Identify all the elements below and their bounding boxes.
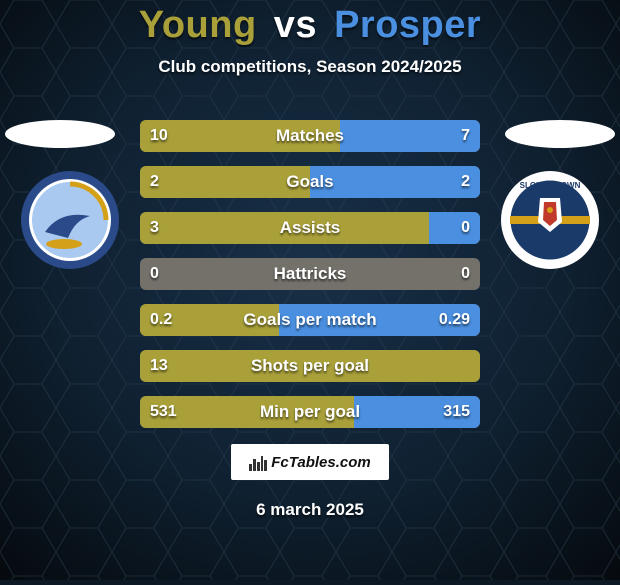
stat-label: Hattricks <box>140 258 480 290</box>
player2-name: Prosper <box>334 4 481 46</box>
player2-avatar-placeholder <box>505 120 615 148</box>
stat-label: Goals per match <box>140 304 480 336</box>
stat-label: Goals <box>140 166 480 198</box>
subtitle: Club competitions, Season 2024/2025 <box>0 57 620 77</box>
date-label: 6 march 2025 <box>0 500 620 520</box>
stat-label: Matches <box>140 120 480 152</box>
player2-club-badge: SLOUGH TOWN <box>500 170 600 270</box>
stat-row: 30Assists <box>140 212 480 244</box>
stat-row: 13Shots per goal <box>140 350 480 382</box>
stat-row: 22Goals <box>140 166 480 198</box>
chart-icon <box>249 453 267 471</box>
logo-text: FcTables.com <box>271 454 370 471</box>
fctables-logo: FcTables.com <box>231 444 389 480</box>
stat-label: Min per goal <box>140 396 480 428</box>
player1-avatar-placeholder <box>5 120 115 148</box>
stat-row: 107Matches <box>140 120 480 152</box>
stat-label: Shots per goal <box>140 350 480 382</box>
stat-row: 531315Min per goal <box>140 396 480 428</box>
player1-name: Young <box>139 4 257 46</box>
stat-row: 0.20.29Goals per match <box>140 304 480 336</box>
svg-text:SLOUGH TOWN: SLOUGH TOWN <box>520 181 581 190</box>
stat-row: 00Hattricks <box>140 258 480 290</box>
comparison-bars: 107Matches 22Goals 30Assists 00Hattricks 0.2… <box>140 120 480 442</box>
page-title: Young vs Prosper <box>0 4 620 47</box>
stat-label: Assists <box>140 212 480 244</box>
vs-label: vs <box>274 4 317 46</box>
player1-club-badge <box>20 170 120 270</box>
